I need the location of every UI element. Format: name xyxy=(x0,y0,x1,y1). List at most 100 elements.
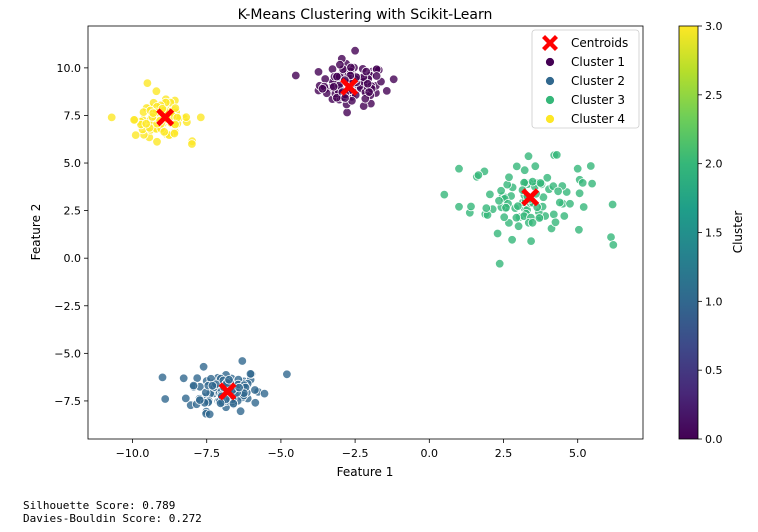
centroid-marker-1 xyxy=(340,77,359,96)
legend-label: Centroids xyxy=(571,36,628,50)
colorbar-tick-label: 0.5 xyxy=(705,364,723,377)
cluster-3-point xyxy=(504,172,514,183)
cluster-1-point xyxy=(342,107,352,118)
cluster-2-point xyxy=(188,380,199,391)
cluster-3-point xyxy=(559,211,570,221)
legend-marker xyxy=(545,57,555,67)
scatter-chart: K-Means Clustering with Scikit-Learn −10… xyxy=(29,7,745,479)
cluster-4-point xyxy=(196,112,206,123)
cluster-3-point xyxy=(520,165,530,175)
cluster-3-point xyxy=(473,170,484,180)
cluster-3-point xyxy=(553,186,563,197)
legend-box xyxy=(531,29,640,129)
metrics-output: Silhouette Score: 0.789 Davies-Bouldin S… xyxy=(23,499,202,525)
cluster-4-point xyxy=(142,78,153,88)
cluster-3-point xyxy=(495,259,505,269)
cluster-3-point xyxy=(501,202,511,213)
y-axis-ticks: −7.5 −5.0 −2.5 0.0 2.5 5.0 7.5 10.0 xyxy=(54,62,88,408)
cluster-3-point xyxy=(555,197,565,208)
x-tick-label: 2.5 xyxy=(495,447,513,460)
cluster-2-point xyxy=(259,388,270,399)
cluster-2-point xyxy=(282,369,292,380)
cluster-2-point xyxy=(207,381,218,391)
cluster-3-point xyxy=(534,213,545,223)
y-tick-label: 5.0 xyxy=(64,157,82,170)
cluster-2-point xyxy=(235,406,246,416)
cluster-2-point xyxy=(250,398,261,408)
y-tick-label: 2.5 xyxy=(64,205,82,218)
cluster-3-point xyxy=(513,221,524,231)
cluster-3-point xyxy=(492,228,503,239)
cluster-2-point xyxy=(181,393,191,404)
y-tick-label: −2.5 xyxy=(54,300,81,313)
cluster-3-point xyxy=(573,163,583,174)
x-tick-label: −2.5 xyxy=(342,447,369,460)
cluster-3-point xyxy=(466,201,476,212)
cluster-3-point xyxy=(587,178,597,189)
y-tick-label: −5.0 xyxy=(54,347,81,360)
legend-label: Cluster 2 xyxy=(571,74,625,88)
cluster-3-point xyxy=(535,178,546,188)
cluster-3-point xyxy=(530,161,541,171)
cluster-1-point xyxy=(364,87,374,97)
cluster-1-point xyxy=(313,67,324,77)
cluster-3-point xyxy=(523,151,534,161)
cluster-1-point xyxy=(363,79,373,89)
cluster-2-point xyxy=(198,362,209,372)
y-tick-label: −7.5 xyxy=(54,395,81,408)
cluster-3-point xyxy=(494,196,504,206)
colorbar-gradient xyxy=(678,25,699,440)
cluster-3-point xyxy=(485,189,495,200)
x-tick-label: −5.0 xyxy=(268,447,295,460)
cluster-3-point xyxy=(578,178,588,188)
centroid-marker-3 xyxy=(521,188,540,207)
cluster-3-point xyxy=(507,235,517,245)
x-tick-label: 5.0 xyxy=(569,447,587,460)
davies-bouldin-score: Davies-Bouldin Score: 0.272 xyxy=(23,512,202,525)
cluster-3-point xyxy=(542,173,553,183)
cluster-3-point xyxy=(496,186,506,196)
cluster-1-point xyxy=(340,93,350,103)
colorbar-tick-label: 2.5 xyxy=(705,89,723,102)
cluster-3-point xyxy=(565,199,575,209)
colorbar: 0.0 0.5 1.0 1.5 2.0 2.5 3.0 Cluster xyxy=(678,20,745,446)
cluster-4-point xyxy=(159,127,169,137)
cluster-3-point xyxy=(579,202,589,212)
cluster-3-point xyxy=(511,212,522,223)
colorbar-tick-label: 1.0 xyxy=(705,295,723,308)
cluster-4-point xyxy=(130,130,141,140)
cluster-2-point xyxy=(224,375,234,385)
cluster-3-point xyxy=(481,203,492,213)
cluster-3-point xyxy=(552,150,562,160)
cluster-2-point xyxy=(157,372,168,383)
cluster-4-point xyxy=(141,119,151,129)
cluster-4-point xyxy=(170,103,181,113)
legend-marker xyxy=(545,95,555,105)
cluster-3-point xyxy=(607,199,618,210)
cluster-4-point xyxy=(181,112,191,122)
y-tick-label: 7.5 xyxy=(64,109,82,122)
cluster-3-point xyxy=(499,212,509,222)
cluster-2-point xyxy=(178,373,189,384)
legend-centroid-marker xyxy=(542,35,558,51)
cluster-2-point xyxy=(160,394,170,404)
legend-label: Cluster 1 xyxy=(571,55,625,69)
cluster-2-point xyxy=(204,409,215,420)
legend-label: Cluster 3 xyxy=(571,93,625,107)
cluster-1-point xyxy=(346,62,356,73)
cluster-3-point xyxy=(574,225,584,235)
x-tick-label: 0.0 xyxy=(421,447,439,460)
y-axis-label: Feature 2 xyxy=(29,204,43,261)
cluster-4-point xyxy=(151,86,162,96)
plot-frame xyxy=(87,25,644,440)
cluster-2-point xyxy=(245,369,256,379)
cluster-3-point xyxy=(527,176,538,187)
cluster-3-point xyxy=(608,240,619,250)
silhouette-score: Silhouette Score: 0.789 xyxy=(23,499,176,512)
cluster-3-point xyxy=(527,218,538,228)
colorbar-ticks: 0.0 0.5 1.0 1.5 2.0 2.5 3.0 xyxy=(698,20,723,446)
legend-marker xyxy=(545,114,555,124)
cluster-2-point xyxy=(195,395,205,405)
cluster-1-point xyxy=(291,70,301,81)
cluster-3-point xyxy=(512,161,522,172)
